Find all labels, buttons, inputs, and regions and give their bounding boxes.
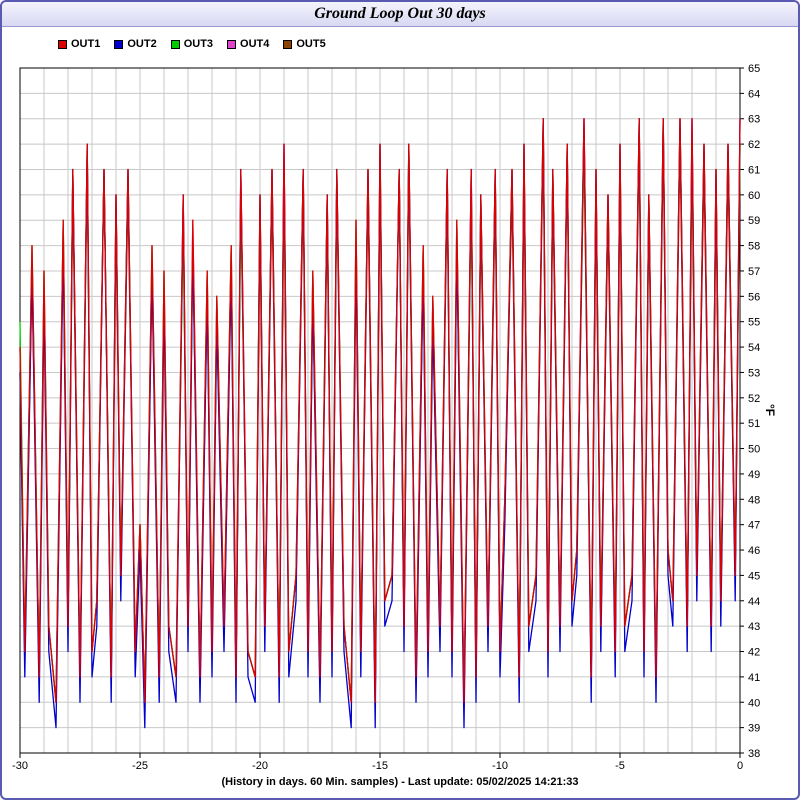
y-tick-label: 38: [748, 748, 760, 760]
legend-item-out1: OUT1: [58, 37, 100, 51]
x-axis-label: (History in days. 60 Min. samples) - Las…: [221, 776, 579, 788]
legend-swatch: [283, 39, 293, 49]
legend-label: OUT5: [296, 38, 326, 50]
y-tick-label: 62: [748, 139, 760, 151]
x-tick-label: -10: [492, 760, 508, 772]
x-tick-label: -15: [372, 760, 388, 772]
y-tick-label: 57: [748, 266, 760, 278]
y-tick-label: 64: [748, 88, 760, 100]
y-tick-label: 48: [748, 494, 760, 506]
y-tick-label: 60: [748, 190, 760, 202]
y-tick-label: 43: [748, 621, 760, 633]
y-tick-label: 42: [748, 647, 760, 659]
y-tick-label: 44: [748, 596, 760, 608]
legend-item-out3: OUT3: [170, 37, 214, 51]
y-tick-label: 46: [748, 545, 760, 557]
y-tick-label: 52: [748, 393, 760, 405]
y-tick-label: 53: [748, 367, 760, 379]
x-tick-label: -30: [12, 760, 28, 772]
x-tick-label: -25: [132, 760, 148, 772]
chart-title: Ground Loop Out 30 days: [2, 2, 798, 27]
legend-swatch: [227, 39, 237, 49]
legend-swatch: [114, 39, 124, 49]
y-tick-label: 49: [748, 469, 760, 481]
legend-label: OUT1: [71, 38, 101, 50]
y-tick-label: 54: [748, 342, 760, 354]
legend-item-out5: OUT5: [283, 37, 326, 51]
legend-label: OUT3: [183, 38, 214, 50]
legend-item-out4: OUT4: [227, 37, 269, 51]
legend-label: OUT4: [240, 38, 270, 50]
y-tick-label: 51: [748, 418, 760, 430]
y-tick-label: 50: [748, 444, 760, 456]
y-tick-label: 56: [748, 291, 760, 303]
y-tick-label: 55: [748, 317, 760, 329]
y-tick-label: 41: [748, 672, 760, 684]
y-tick-label: 58: [748, 241, 760, 253]
x-tick-label: 0: [737, 760, 743, 772]
legend: OUT1 OUT2 OUT3 OUT4 OUT5: [58, 37, 340, 51]
y-tick-label: 45: [748, 570, 760, 582]
y-tick-label: 61: [748, 164, 760, 176]
y-tick-label: 59: [748, 215, 760, 227]
legend-label: OUT2: [127, 38, 157, 50]
legend-swatch: [58, 39, 67, 49]
y-axis-label: °F: [763, 404, 777, 416]
x-tick-label: -20: [252, 760, 268, 772]
y-tick-label: 40: [748, 697, 760, 709]
y-tick-label: 63: [748, 114, 760, 126]
y-tick-label: 47: [748, 520, 760, 532]
legend-item-out2: OUT2: [114, 37, 157, 51]
x-tick-label: -5: [615, 760, 625, 772]
y-tick-label: 65: [748, 63, 760, 75]
legend-swatch: [170, 39, 180, 49]
y-tick-label: 39: [748, 723, 760, 735]
series-line-out1: [19, 118, 741, 703]
